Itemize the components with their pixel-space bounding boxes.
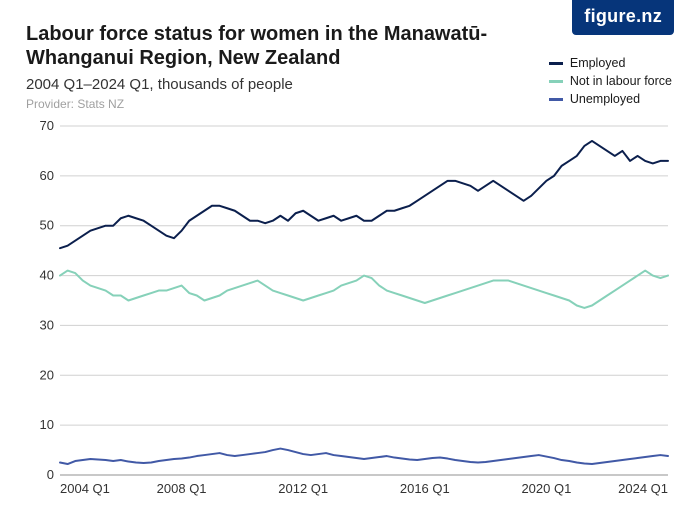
svg-text:50: 50 bbox=[40, 218, 54, 233]
svg-text:30: 30 bbox=[40, 317, 54, 332]
svg-text:2016 Q1: 2016 Q1 bbox=[400, 481, 450, 496]
legend-label: Employed bbox=[570, 56, 626, 70]
svg-text:2024 Q1: 2024 Q1 bbox=[618, 481, 668, 496]
svg-text:60: 60 bbox=[40, 168, 54, 183]
svg-text:40: 40 bbox=[40, 268, 54, 283]
line-chart: 0 10 20 30 40 50 60 70 2004 Q1 2008 Q1 2012 Q1 2016… bbox=[26, 120, 674, 499]
svg-text:2008 Q1: 2008 Q1 bbox=[157, 481, 207, 496]
chart-svg: 0 10 20 30 40 50 60 70 2004 Q1 2008 Q1 2012 Q1 2016… bbox=[26, 120, 674, 499]
svg-text:2012 Q1: 2012 Q1 bbox=[278, 481, 328, 496]
legend-label: Unemployed bbox=[570, 92, 640, 106]
svg-text:70: 70 bbox=[40, 120, 54, 133]
legend-swatch bbox=[549, 80, 563, 83]
legend-label: Not in labour force bbox=[570, 74, 672, 88]
svg-text:2004 Q1: 2004 Q1 bbox=[60, 481, 110, 496]
chart-legend: Employed Not in labour force Unemployed bbox=[549, 56, 672, 110]
svg-text:20: 20 bbox=[40, 367, 54, 382]
svg-text:10: 10 bbox=[40, 417, 54, 432]
legend-item-employed: Employed bbox=[549, 56, 672, 70]
legend-item-unemployed: Unemployed bbox=[549, 92, 672, 106]
legend-item-not-in-labour-force: Not in labour force bbox=[549, 74, 672, 88]
legend-swatch bbox=[549, 98, 563, 101]
svg-text:0: 0 bbox=[47, 467, 54, 482]
brand-badge: figure.nz bbox=[572, 0, 674, 35]
svg-text:2020 Q1: 2020 Q1 bbox=[521, 481, 571, 496]
chart-title: Labour force status for women in the Man… bbox=[26, 22, 506, 70]
legend-swatch bbox=[549, 62, 563, 65]
